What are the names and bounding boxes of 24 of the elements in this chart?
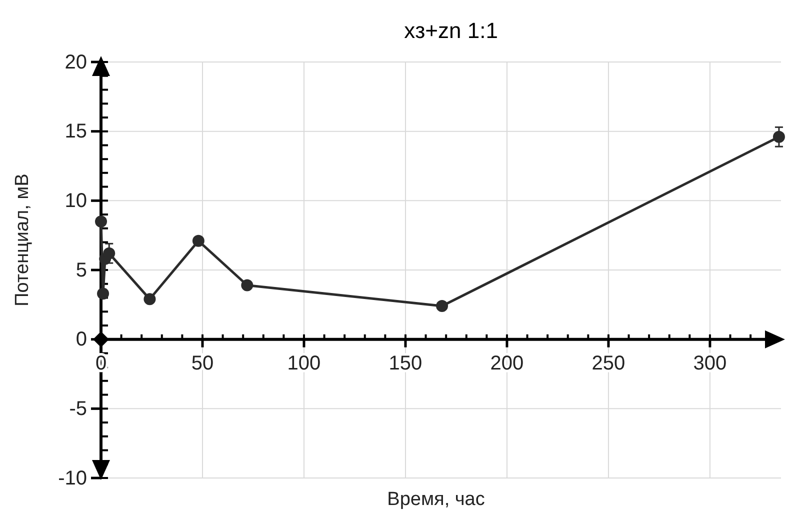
point [95, 215, 107, 228]
y-tick-label: 20 [64, 51, 87, 74]
y-tick-label: 15 [64, 120, 87, 143]
x-tick-label: 100 [287, 352, 321, 375]
x-tick-label: 50 [191, 352, 214, 375]
y-tick-label: 10 [64, 190, 87, 212]
y-tick-label: 5 [76, 259, 87, 282]
y-axis-title: Потенциал, мВ [12, 174, 33, 306]
x-tick-label: 300 [693, 352, 727, 375]
point [192, 234, 204, 247]
point [144, 293, 156, 306]
x-tick-label: 150 [388, 352, 422, 375]
point [241, 279, 254, 292]
x-axis-title: Время, час [387, 489, 485, 510]
y-tick-label: 0 [76, 328, 87, 351]
point [772, 130, 785, 143]
chart-title: xз+zn 1:1 [404, 18, 498, 43]
x-tick-label: 250 [592, 352, 626, 375]
point [103, 247, 116, 260]
x-tick-label: 200 [490, 352, 524, 375]
point [436, 300, 448, 312]
y-tick-label: -5 [69, 398, 87, 420]
y-tick-label: -10 [58, 467, 87, 490]
point [97, 288, 110, 300]
